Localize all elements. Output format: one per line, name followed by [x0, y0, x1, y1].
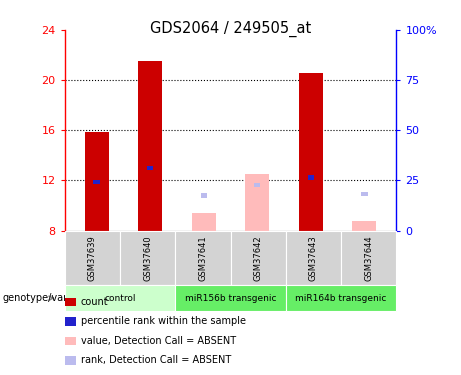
Text: control: control [104, 294, 136, 303]
Text: GSM37641: GSM37641 [198, 235, 207, 280]
Text: GDS2064 / 249505_at: GDS2064 / 249505_at [150, 21, 311, 37]
Text: GSM37643: GSM37643 [309, 235, 318, 280]
Text: GSM37640: GSM37640 [143, 235, 152, 280]
Text: value, Detection Call = ABSENT: value, Detection Call = ABSENT [81, 336, 236, 346]
Bar [299, 73, 323, 231]
Bar [85, 132, 109, 231]
Bar [192, 213, 216, 231]
Text: miR164b transgenic: miR164b transgenic [296, 294, 387, 303]
Bar [361, 192, 367, 196]
Text: rank, Detection Call = ABSENT: rank, Detection Call = ABSENT [81, 356, 231, 365]
Bar [352, 220, 376, 231]
Text: percentile rank within the sample: percentile rank within the sample [81, 316, 246, 326]
Bar [201, 194, 207, 198]
Text: genotype/variation: genotype/variation [2, 293, 95, 303]
Text: GSM37644: GSM37644 [364, 235, 373, 280]
Bar [147, 166, 154, 170]
Bar [94, 180, 100, 184]
Text: GSM37642: GSM37642 [254, 235, 263, 280]
Text: GSM37639: GSM37639 [88, 235, 97, 280]
Bar [254, 183, 260, 187]
Bar [138, 62, 162, 231]
Text: count: count [81, 297, 108, 307]
Bar [245, 174, 269, 231]
Text: miR156b transgenic: miR156b transgenic [185, 294, 276, 303]
Bar [307, 175, 314, 180]
